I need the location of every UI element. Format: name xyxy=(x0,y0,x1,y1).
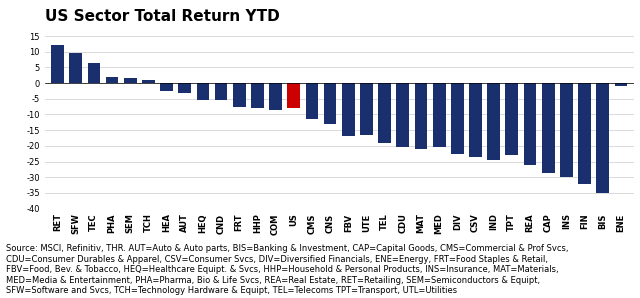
Bar xyxy=(396,83,409,148)
Bar xyxy=(560,83,573,177)
Bar xyxy=(542,83,554,173)
Bar xyxy=(487,83,500,160)
Bar xyxy=(88,63,100,83)
Bar xyxy=(69,53,82,83)
Bar xyxy=(251,83,264,108)
Bar xyxy=(469,83,482,157)
Bar xyxy=(160,83,173,91)
Bar xyxy=(614,83,627,86)
Bar xyxy=(451,83,464,154)
Bar xyxy=(596,83,609,193)
Bar xyxy=(233,83,246,107)
Bar xyxy=(360,83,373,135)
Bar xyxy=(324,83,337,124)
Text: US Sector Total Return YTD: US Sector Total Return YTD xyxy=(45,10,280,24)
Bar xyxy=(415,83,428,149)
Bar xyxy=(433,83,445,148)
Bar xyxy=(578,83,591,184)
Text: Source: MSCI, Refinitiv, THR. AUT=Auto & Auto parts, BIS=Banking & Investment, C: Source: MSCI, Refinitiv, THR. AUT=Auto &… xyxy=(6,244,569,295)
Bar xyxy=(506,83,518,155)
Bar xyxy=(287,83,300,108)
Bar xyxy=(142,80,155,83)
Bar xyxy=(342,83,355,136)
Bar xyxy=(305,83,318,119)
Bar xyxy=(124,78,136,83)
Bar xyxy=(106,77,118,83)
Bar xyxy=(269,83,282,110)
Bar xyxy=(378,83,391,143)
Bar xyxy=(214,83,227,100)
Bar xyxy=(179,83,191,93)
Bar xyxy=(51,46,64,83)
Bar xyxy=(524,83,536,165)
Bar xyxy=(196,83,209,100)
